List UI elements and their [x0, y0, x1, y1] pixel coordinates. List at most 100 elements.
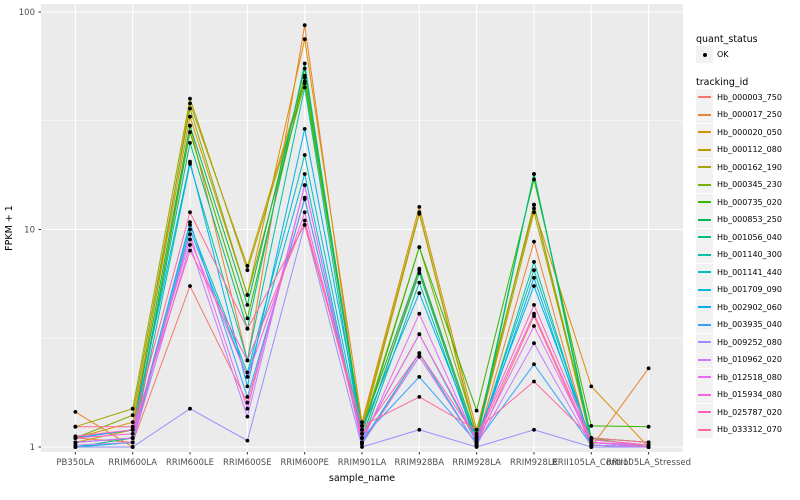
data-point	[417, 354, 422, 359]
line-swatch-icon	[698, 131, 711, 134]
data-point	[188, 106, 192, 111]
data-point	[417, 427, 422, 432]
data-point	[417, 280, 422, 285]
line-swatch-icon	[698, 376, 711, 379]
line-swatch-icon	[698, 183, 711, 186]
legend-key-box	[696, 176, 713, 194]
data-point	[130, 436, 135, 440]
legend-item-Hb_000735_020: Hb_000735_020	[696, 193, 800, 212]
data-point	[245, 326, 250, 331]
data-point	[417, 245, 422, 250]
data-point	[73, 434, 78, 439]
data-point	[302, 197, 307, 202]
data-point	[532, 284, 536, 288]
data-point	[302, 66, 307, 71]
legend-key-box	[696, 403, 713, 421]
data-point	[188, 237, 192, 242]
legend-title-quant-status: quant_status	[696, 34, 758, 45]
legend-item-Hb_025787_020: Hb_025787_020	[696, 403, 800, 422]
data-point	[532, 275, 536, 280]
legend-key-box	[696, 88, 713, 106]
legend-item-Hb_001141_440: Hb_001141_440	[696, 263, 800, 282]
legend-item-label: Hb_000162_190	[717, 162, 782, 172]
data-point	[245, 384, 250, 389]
data-point	[532, 260, 536, 264]
legend-key-box	[696, 158, 713, 176]
legend-title-tracking-id: tracking_id	[696, 76, 749, 88]
legend-key-box	[696, 351, 713, 369]
legend-key-box	[696, 123, 713, 141]
data-point	[589, 384, 594, 389]
data-point	[302, 73, 307, 78]
data-point	[302, 23, 307, 28]
data-point	[360, 427, 364, 432]
legend-item-label: Hb_001709_090	[717, 285, 782, 295]
data-point	[589, 424, 594, 428]
data-point	[646, 443, 651, 447]
data-point	[360, 431, 364, 436]
data-point	[188, 232, 192, 237]
x-tick-label: RRIM928LE	[510, 458, 558, 468]
line-swatch-icon	[698, 201, 711, 204]
legend-item-label: Hb_003935_040	[717, 320, 782, 330]
legend-item-label: Hb_025787_020	[717, 407, 782, 417]
line-swatch-icon	[698, 393, 711, 396]
legend-item-Hb_003935_040: Hb_003935_040	[696, 316, 800, 334]
legend-item-label: Hb_001056_040	[717, 232, 782, 242]
data-point	[188, 284, 192, 288]
y-tick-label: 100	[19, 8, 35, 18]
x-tick-label: RRIM600PE	[280, 458, 328, 468]
data-point	[130, 431, 135, 436]
legend-item-label: Hb_000020_050	[717, 127, 782, 137]
legend-item-Hb_002902_060: Hb_002902_060	[696, 298, 800, 317]
data-point	[302, 223, 307, 227]
legend-item-label: Hb_001141_440	[717, 267, 782, 277]
data-point	[188, 114, 192, 119]
x-tick-label: RRII105LA_Control	[552, 458, 631, 468]
data-point	[302, 183, 307, 188]
data-point	[188, 243, 192, 247]
line-swatch-icon	[698, 306, 711, 309]
data-point	[360, 420, 364, 425]
data-point	[532, 172, 536, 176]
data-point	[188, 227, 192, 232]
line-swatch-icon	[698, 341, 711, 344]
data-point	[417, 205, 422, 209]
data-point	[532, 210, 536, 215]
y-tick-label: 1	[30, 443, 35, 453]
legend-key-box	[696, 421, 713, 439]
x-tick-label: RRIM901LA	[338, 458, 387, 468]
data-point	[532, 379, 536, 384]
legend-item-label: Hb_033312_070	[717, 425, 782, 435]
legend-item-label: Hb_012518_080	[717, 372, 782, 382]
data-point	[532, 303, 536, 307]
data-point	[188, 248, 192, 253]
legend-key-box	[696, 228, 713, 246]
data-point	[130, 427, 135, 432]
legend-key-box	[696, 281, 713, 299]
legend-item-quant-status-ok: OK	[696, 46, 800, 64]
legend-key-box	[696, 141, 713, 159]
x-tick-label: RRIM928BA	[395, 458, 445, 468]
legend: quant_status OK tracking_id Hb_000003_75…	[696, 33, 800, 439]
data-point	[646, 424, 651, 429]
legend-item-label: Hb_000853_250	[717, 215, 782, 225]
data-point	[589, 436, 594, 440]
line-swatch-icon	[698, 96, 711, 99]
legend-item-Hb_001056_040: Hb_001056_040	[696, 228, 800, 247]
data-point	[589, 440, 594, 445]
legend-tracking-id-entries: Hb_000003_750 Hb_000017_250 Hb_000020_050 H…	[696, 88, 800, 439]
point-marker-icon	[702, 52, 707, 57]
x-tick-label: RRIM928LA	[452, 458, 501, 468]
legend-item-label: Hb_000003_750	[717, 92, 782, 102]
legend-key-box	[696, 46, 713, 64]
data-point	[417, 266, 422, 271]
data-point	[188, 101, 192, 106]
data-point	[474, 408, 479, 413]
data-point	[417, 375, 422, 379]
data-point	[417, 210, 422, 215]
data-point	[188, 223, 192, 227]
data-point	[417, 395, 422, 399]
